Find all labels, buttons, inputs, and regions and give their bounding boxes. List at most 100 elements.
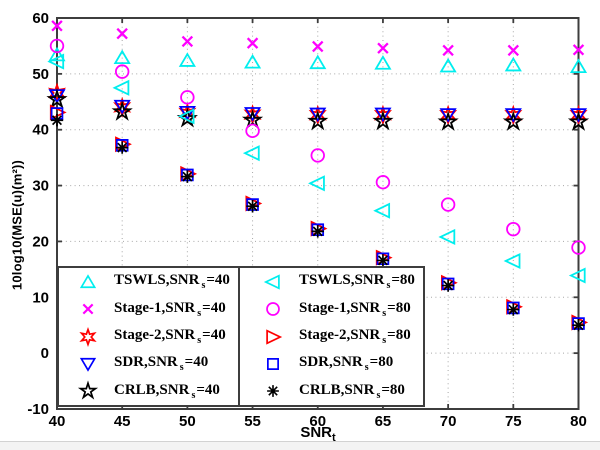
series-crlb-snr-s-80 [50,114,585,332]
asterisk-icon [115,141,129,154]
legend-marker [267,385,279,398]
y-tick-label: 40 [32,122,49,139]
legend-marker [79,357,97,372]
triangle-left-icon [568,267,586,284]
legend-marker [79,273,97,288]
triangle-up-icon [504,56,522,72]
asterisk-icon [376,254,390,267]
legend-label-pre: Stage-1,SNR [114,299,196,316]
asterisk-icon [246,200,259,213]
triangle-left-icon [503,252,521,270]
triangle-down-icon [569,108,588,123]
hexagram-icon [373,104,393,126]
triangle-left-icon [263,274,280,290]
x-axis-label: SNRt [57,424,579,444]
x-icon [246,37,259,49]
legend-label-post: =80 [369,354,394,371]
star5-icon [502,110,524,131]
legend-label-pre: CRLB,SNR [299,381,375,398]
legend-label-post: =40 [184,354,209,371]
triangle-down-icon [178,105,196,121]
legend-marker [82,303,94,315]
y-tick-label: 20 [32,233,49,250]
asterisk-icon [50,114,64,127]
circle-icon [506,221,521,237]
legend-marker [266,302,280,316]
triangle-left-icon [373,202,391,219]
triangle-down-icon [504,108,522,123]
square-icon [50,107,64,120]
legend-snr40: TSWLS,SNR s=40 Stage-1,SNR s=40 Stage-2,SNR s… [57,266,240,407]
asterisk-icon [572,319,585,332]
legend-label: CRLB,SNR s=40 [114,382,220,401]
x-tick-label: 75 [505,413,522,430]
circle-icon [180,90,195,105]
legend-label-sub: s [179,362,184,374]
triangle-down-icon [79,357,97,372]
triangle-down-icon [374,107,392,123]
x-tick-label: 60 [309,413,326,430]
triangle-left-icon [47,53,65,70]
star5-icon [567,110,590,131]
y-tick-label: 10 [32,289,49,306]
triangle-up-icon [178,52,196,67]
x-icon [116,27,128,40]
x-tick-label: 70 [440,413,457,430]
triangle-up-icon [309,54,327,70]
triangle-left-icon [308,175,325,192]
star5-icon [46,88,68,109]
legend-label-sub: s [197,307,202,319]
star5-icon [437,110,459,131]
triangle-left-icon [242,145,260,162]
legend-label: Stage-1,SNR s=40 [114,300,226,319]
circle-icon [310,148,325,163]
legend-label-sub: s [386,280,391,292]
square-icon [267,357,279,370]
legend-label-sub: s [364,362,369,374]
circle-icon [245,123,260,139]
legend-label-pre: SDR,SNR [114,354,178,371]
x-tick-label: 45 [114,413,131,430]
legend-item: Stage-2,SNR s=40 [59,323,238,350]
x-icon [82,303,94,315]
legend-marker [267,357,279,370]
series-stage-2-snr-s-40 [47,82,588,126]
series-stage-1-snr-s-40 [51,20,585,57]
legend-item: Stage-1,SNR s=80 [240,295,423,322]
triangle-left-icon [438,228,456,245]
x-icon [51,20,63,32]
y-tick-label: -10 [27,401,49,418]
x-icon [507,44,520,57]
triangle-right-icon [266,328,283,345]
legend-label-pre: CRLB,SNR [114,381,190,398]
asterisk-icon [507,303,520,316]
legend-label: TSWLS,SNR s=40 [114,272,230,291]
x-icon [442,44,454,57]
asterisk-icon [441,279,455,292]
legend-label-post: =80 [381,381,405,398]
legend-snr80: TSWLS,SNR s=80 Stage-1,SNR s=80 Stage-2,SNR s… [238,266,425,407]
x-axis-label-sub: t [332,432,336,444]
x-tick-label: 40 [49,413,66,430]
series-tswls-snr-s-40 [48,46,588,73]
triangle-down-icon [439,108,457,123]
legend-label-post: =40 [196,381,220,398]
triangle-up-icon [113,49,131,65]
star5-icon [307,110,329,131]
legend-label-sub: s [201,280,206,292]
legend-label: SDR,SNR s=40 [114,354,208,373]
legend-item: Stage-1,SNR s=40 [59,295,238,322]
triangle-up-icon [243,53,262,69]
star5-icon [372,110,394,131]
legend-item: SDR,SNR s=80 [240,350,423,377]
triangle-up-icon [79,273,97,288]
legend-label: TSWLS,SNR s=80 [299,272,415,291]
y-tick-label: 60 [32,10,49,27]
y-tick-label: 0 [41,345,49,362]
legend-label-sub: s [376,389,381,401]
legend-item: TSWLS,SNR s=80 [240,268,423,295]
circle-icon [440,197,456,212]
legend-marker [77,380,99,400]
